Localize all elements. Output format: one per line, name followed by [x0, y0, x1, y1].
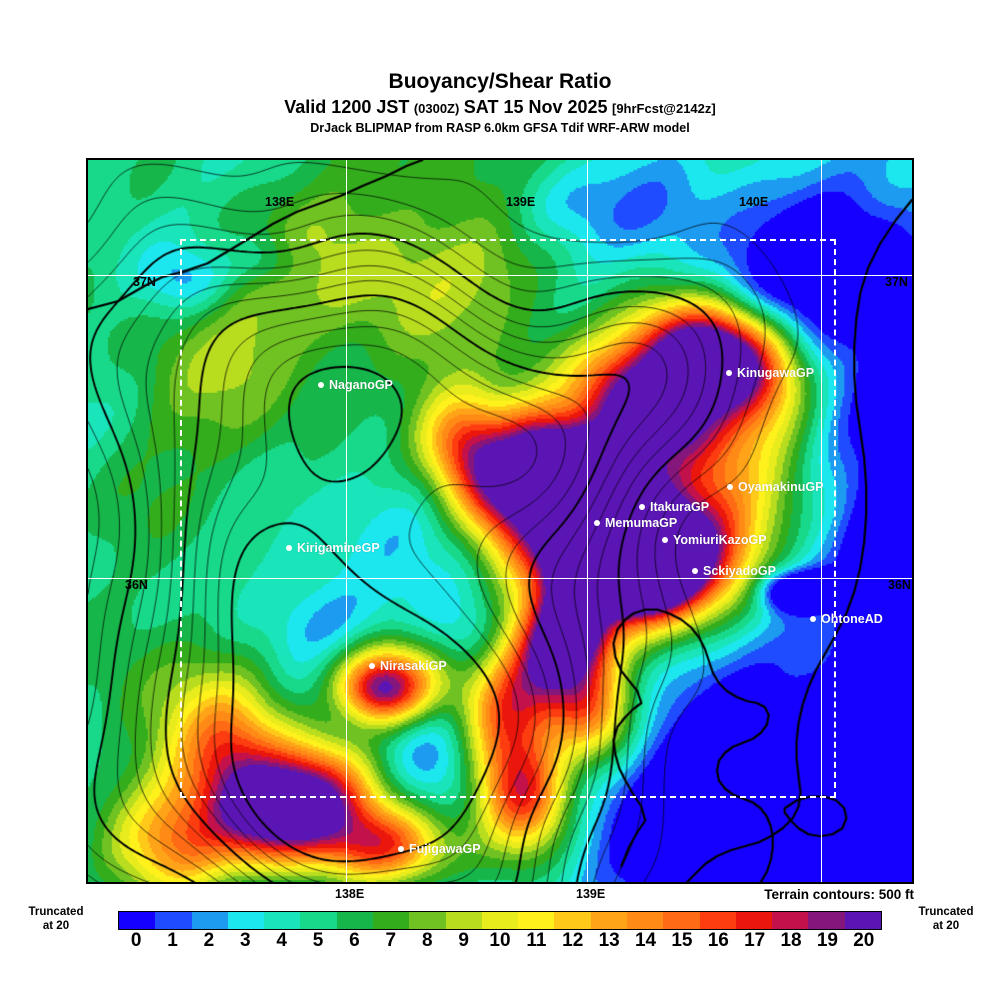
colorbar-swatch-2[interactable]: [191, 912, 228, 929]
colorbar-tick-4: 4: [276, 930, 287, 951]
model-source-line: DrJack BLIPMAP from RASP 6.0km GFSA Tdif…: [310, 121, 690, 135]
colorbar-swatch-19[interactable]: [808, 912, 845, 929]
colorbar-tick-10: 10: [489, 930, 511, 951]
colorbar-tick-20: 20: [853, 930, 875, 951]
colorbar-swatch-20[interactable]: [844, 912, 881, 929]
page-title: Buoyancy/Shear Ratio: [388, 70, 612, 93]
title-block: Buoyancy/Shear Ratio Valid 1200 JST (030…: [0, 70, 1000, 135]
colorbar-swatch-5[interactable]: [300, 912, 337, 929]
colorbar[interactable]: [118, 911, 882, 930]
colorbar-swatch-6[interactable]: [336, 912, 373, 929]
colorbar-tick-9: 9: [458, 930, 469, 951]
truncated-left-line2: at 20: [42, 920, 70, 932]
colorbar-swatch-0[interactable]: [119, 912, 156, 929]
colorbar-swatch-4[interactable]: [264, 912, 301, 929]
colorbar-tick-14: 14: [634, 930, 657, 951]
bottom-axis-label-139e: 139E: [576, 887, 606, 901]
truncated-right-label: Truncated at 20: [896, 905, 996, 933]
colorbar-tick-8: 8: [421, 930, 433, 951]
colorbar-swatches[interactable]: [118, 911, 882, 930]
colorbar-swatch-16[interactable]: [699, 912, 736, 929]
colorbar-swatch-8[interactable]: [409, 912, 446, 929]
colorbar-tick-13: 13: [598, 930, 620, 951]
colorbar-swatch-14[interactable]: [626, 912, 664, 929]
forecast-tag: [9hrFcst@2142z]: [612, 101, 716, 116]
colorbar-tick-3: 3: [240, 930, 251, 951]
valid-date: SAT 15 Nov 2025: [463, 97, 608, 117]
colorbar-tick-11: 11: [526, 930, 547, 951]
colorbar-tick-7: 7: [385, 930, 397, 951]
colorbar-tick-2: 2: [203, 930, 215, 951]
colorbar-swatch-18[interactable]: [772, 912, 809, 929]
colorbar-swatch-7[interactable]: [372, 912, 410, 929]
truncated-left-line1: Truncated: [28, 906, 84, 918]
truncated-right-line2: at 20: [932, 920, 960, 932]
colorbar-swatch-15[interactable]: [663, 912, 700, 929]
colorbar-swatch-9[interactable]: [445, 912, 482, 929]
colorbar-tick-12: 12: [562, 930, 584, 951]
colorbar-tick-6: 6: [349, 930, 360, 951]
colorbar-swatch-1[interactable]: [155, 912, 192, 929]
colorbar-swatch-11[interactable]: [518, 912, 555, 929]
colorbar-tick-19: 19: [816, 930, 838, 951]
colorbar-tick-1: 1: [167, 930, 178, 951]
colorbar-tick-0: 0: [130, 930, 142, 951]
colorbar-swatch-10[interactable]: [481, 912, 519, 929]
truncated-left-label: Truncated at 20: [6, 905, 106, 933]
colorbar-swatch-13[interactable]: [590, 912, 627, 929]
colorbar-swatch-17[interactable]: [735, 912, 773, 929]
colorbar-tick-15: 15: [671, 930, 693, 951]
colorbar-tick-18: 18: [780, 930, 802, 951]
valid-time-utc: (0300Z): [413, 101, 460, 116]
colorbar-swatch-12[interactable]: [554, 912, 591, 929]
colorbar-tick-labels: 0 1 2 3 4 5 6 7 8 9 10 11 12 13 14 15 16 17 18 19 20: [118, 930, 882, 956]
truncated-right-line1: Truncated: [918, 906, 974, 918]
valid-time-prefix: Valid 1200 JST: [284, 97, 410, 117]
contour-field-canvas: [88, 160, 912, 882]
terrain-contour-note: Terrain contours: 500 ft: [764, 887, 914, 902]
colorbar-tick-16: 16: [707, 930, 729, 951]
bottom-axis-label-138e: 138E: [335, 887, 365, 901]
valid-time-line: Valid 1200 JST (0300Z) SAT 15 Nov 2025 […: [0, 96, 1000, 120]
map-frame[interactable]: 138E 139E 140E 37N 37N 36N 36N NaganoGP Kirigam…: [86, 158, 914, 884]
colorbar-tick-17: 17: [744, 930, 766, 951]
colorbar-tick-5: 5: [312, 930, 324, 951]
colorbar-swatch-3[interactable]: [227, 912, 265, 929]
